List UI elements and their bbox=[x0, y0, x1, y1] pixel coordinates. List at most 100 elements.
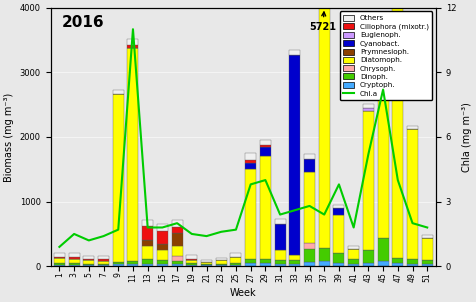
Bar bbox=[348, 249, 359, 259]
Bar bbox=[260, 147, 271, 156]
Bar bbox=[98, 265, 109, 266]
Bar bbox=[142, 220, 153, 226]
Bar bbox=[245, 259, 256, 263]
Bar bbox=[304, 159, 315, 172]
Text: 5721: 5721 bbox=[309, 12, 337, 32]
Bar bbox=[83, 265, 94, 266]
Bar bbox=[54, 258, 65, 263]
Bar bbox=[142, 240, 153, 246]
Bar bbox=[377, 96, 388, 239]
Bar bbox=[348, 259, 359, 264]
Bar bbox=[363, 250, 374, 263]
Bar bbox=[157, 244, 168, 250]
Bar bbox=[245, 163, 256, 169]
Bar bbox=[201, 265, 212, 266]
Bar bbox=[98, 259, 109, 261]
Bar bbox=[260, 263, 271, 266]
Text: 6308: 6308 bbox=[383, 12, 410, 32]
Y-axis label: Chla (mg m⁻³): Chla (mg m⁻³) bbox=[462, 102, 472, 172]
Bar bbox=[245, 263, 256, 266]
Bar bbox=[275, 250, 286, 260]
Bar bbox=[54, 265, 65, 266]
Bar bbox=[319, 8, 330, 248]
Bar bbox=[333, 205, 345, 208]
X-axis label: Week: Week bbox=[230, 288, 257, 298]
Bar bbox=[83, 260, 94, 264]
Bar bbox=[98, 261, 109, 264]
Bar bbox=[216, 264, 227, 265]
Bar bbox=[128, 48, 139, 261]
Bar bbox=[289, 255, 300, 260]
Bar bbox=[245, 159, 256, 163]
Bar bbox=[69, 253, 79, 257]
Bar bbox=[407, 264, 418, 266]
Bar bbox=[260, 140, 271, 145]
Bar bbox=[275, 224, 286, 250]
Bar bbox=[245, 169, 256, 259]
Bar bbox=[407, 129, 418, 259]
Legend: Others, Ciliophora (mixotr.), Euglenoph., Cyanobact., Prymnesioph., Diatomoph., : Others, Ciliophora (mixotr.), Euglenoph.… bbox=[339, 11, 432, 100]
Bar bbox=[260, 156, 271, 259]
Bar bbox=[216, 265, 227, 266]
Bar bbox=[69, 257, 79, 259]
Bar bbox=[304, 154, 315, 159]
Bar bbox=[113, 264, 124, 266]
Bar bbox=[392, 8, 403, 258]
Bar bbox=[171, 256, 183, 261]
Bar bbox=[333, 253, 345, 263]
Bar bbox=[128, 264, 139, 266]
Bar bbox=[304, 249, 315, 262]
Bar bbox=[230, 263, 241, 265]
Bar bbox=[142, 259, 153, 264]
Bar bbox=[289, 260, 300, 264]
Bar bbox=[407, 126, 418, 129]
Bar bbox=[113, 90, 124, 94]
Bar bbox=[142, 264, 153, 266]
Bar bbox=[230, 265, 241, 266]
Bar bbox=[54, 263, 65, 265]
Bar bbox=[407, 259, 418, 264]
Bar bbox=[245, 153, 256, 159]
Bar bbox=[275, 219, 286, 224]
Bar bbox=[319, 248, 330, 261]
Bar bbox=[186, 263, 198, 265]
Bar bbox=[186, 259, 198, 260]
Bar bbox=[377, 88, 388, 93]
Bar bbox=[304, 172, 315, 243]
Bar bbox=[289, 55, 300, 255]
Bar bbox=[260, 145, 271, 147]
Bar bbox=[422, 264, 433, 266]
Bar bbox=[113, 94, 124, 262]
Bar bbox=[113, 262, 124, 264]
Bar bbox=[171, 220, 183, 227]
Bar bbox=[83, 259, 94, 260]
Bar bbox=[363, 104, 374, 108]
Bar bbox=[216, 260, 227, 264]
Bar bbox=[260, 259, 271, 263]
Bar bbox=[319, 261, 330, 266]
Bar bbox=[83, 264, 94, 265]
Bar bbox=[83, 255, 94, 259]
Bar bbox=[422, 238, 433, 260]
Bar bbox=[186, 255, 198, 259]
Bar bbox=[304, 262, 315, 266]
Bar bbox=[333, 208, 345, 214]
Bar bbox=[363, 108, 374, 111]
Bar bbox=[186, 260, 198, 263]
Bar bbox=[392, 258, 403, 263]
Bar bbox=[230, 257, 241, 263]
Bar bbox=[348, 264, 359, 266]
Bar bbox=[333, 263, 345, 266]
Bar bbox=[157, 264, 168, 266]
Bar bbox=[142, 246, 153, 259]
Bar bbox=[54, 253, 65, 257]
Bar bbox=[157, 260, 168, 264]
Bar bbox=[128, 39, 139, 44]
Bar bbox=[275, 260, 286, 264]
Text: 2016: 2016 bbox=[62, 15, 105, 31]
Bar bbox=[289, 264, 300, 266]
Bar bbox=[128, 261, 139, 264]
Bar bbox=[230, 253, 241, 257]
Bar bbox=[186, 265, 198, 266]
Bar bbox=[69, 259, 79, 263]
